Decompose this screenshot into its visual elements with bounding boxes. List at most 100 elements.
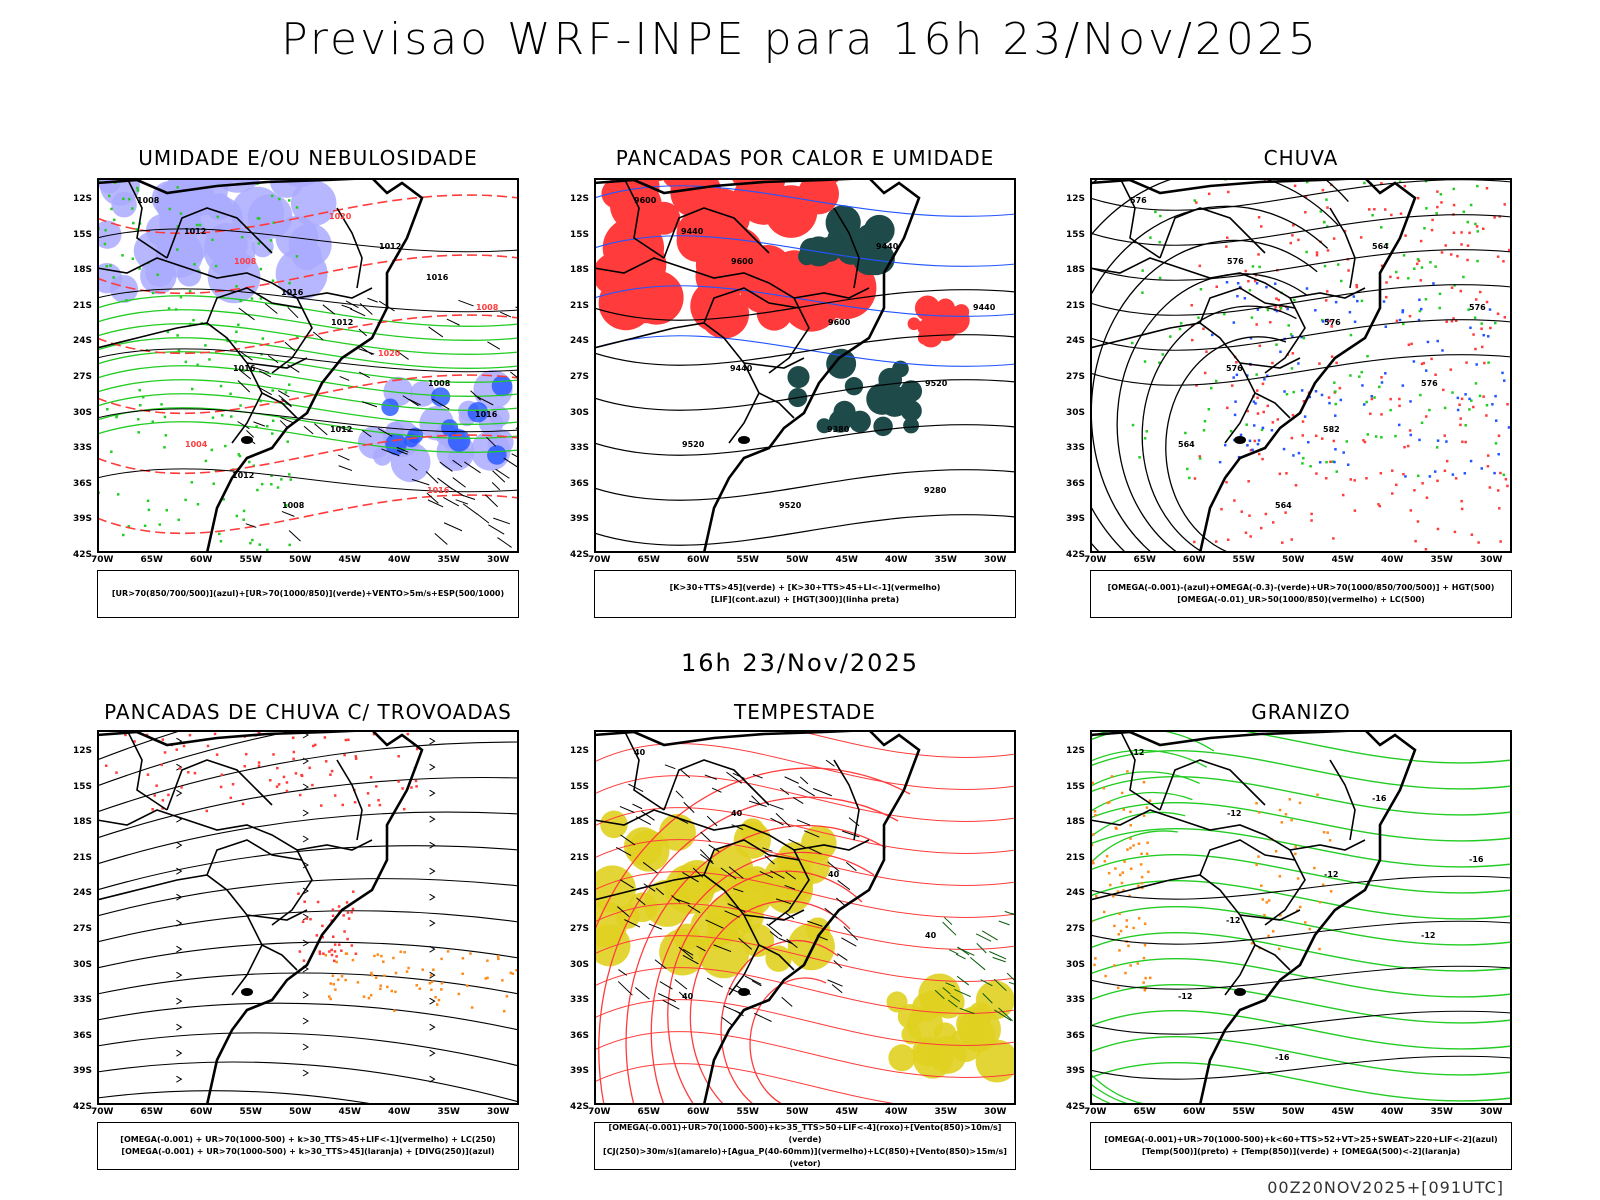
- rain-area: [1480, 322, 1483, 325]
- rain-area: [1297, 238, 1300, 242]
- legend-line: [Temp(500)](preto) + [Temp(850)](verde) …: [1141, 1147, 1461, 1156]
- rain-area: [1293, 184, 1297, 188]
- humidity-low-level-spot: [270, 474, 273, 477]
- rain-area: [1449, 253, 1453, 256]
- rain-area: [1314, 389, 1318, 393]
- rain-area: [1380, 381, 1384, 384]
- humidity-low-level-spot: [151, 291, 155, 295]
- rain-area: [1482, 333, 1485, 337]
- lon-tick-label: 65W: [140, 555, 163, 565]
- wind-850-vector: [675, 790, 684, 799]
- rain-area: [1389, 408, 1392, 412]
- thickness-contour: [97, 194, 519, 235]
- omega-500-area: [1142, 814, 1146, 817]
- rain-area: [1501, 371, 1504, 375]
- lon-tick-label: 35W: [1430, 555, 1453, 565]
- wind-vector: [500, 311, 512, 318]
- rain-area: [1379, 471, 1383, 475]
- rain-area: [1430, 228, 1434, 232]
- omega-500-area: [1129, 964, 1132, 967]
- humidity-low-level-spot: [115, 415, 118, 419]
- rain-area: [1472, 333, 1475, 336]
- wind-850-vector: [798, 785, 815, 797]
- lat-tick-label: 21S: [73, 852, 93, 863]
- rain-area: [1303, 415, 1307, 418]
- storm-area: [345, 901, 349, 904]
- rain-area: [1304, 210, 1307, 214]
- rain-area: [1460, 243, 1463, 246]
- contour-label: 9440: [681, 227, 704, 236]
- lon-tick-label: 55W: [736, 555, 759, 565]
- rain-area: [1325, 460, 1328, 464]
- humidity-low-level-spot: [224, 444, 227, 448]
- rain-area: [1131, 423, 1135, 427]
- wind-850-vector: [835, 897, 846, 907]
- rain-area: [1310, 519, 1313, 522]
- wind-850-vector: [1004, 910, 1016, 916]
- storm-area: [328, 950, 331, 953]
- rain-area: [1360, 370, 1363, 374]
- map-frame: [1090, 730, 1512, 1105]
- rain-area: [1305, 287, 1309, 290]
- omega-500-area: [1127, 944, 1130, 948]
- humidity-low-level-spot: [278, 197, 281, 201]
- rain-area: [1494, 419, 1498, 422]
- convective-area: [515, 968, 518, 972]
- wind-850-vector: [945, 982, 956, 988]
- rain-area: [1456, 408, 1460, 412]
- omega-500-area: [1313, 866, 1316, 870]
- wind-850-vector: [643, 883, 656, 892]
- rain-area: [1438, 306, 1441, 310]
- rain-area: [1293, 298, 1296, 302]
- rain-area: [1474, 347, 1477, 351]
- lat-tick-label: 39S: [1066, 514, 1086, 525]
- wind-850-vector: [770, 870, 785, 879]
- rain-area: [1248, 439, 1252, 443]
- lon-tick-label: 60W: [1183, 1107, 1206, 1117]
- omega-500-area: [1094, 813, 1097, 817]
- rain-area: [1349, 374, 1352, 377]
- omega-500-area: [1267, 934, 1270, 938]
- rain-area: [1373, 396, 1376, 399]
- storm-area: [277, 783, 281, 786]
- map-chuva: 576 576 576 576 564 564 564 576 576 582: [1090, 178, 1512, 553]
- thickness-contour: [97, 314, 519, 355]
- humidity-low-level-spot: [260, 482, 264, 486]
- contour-label: -16: [1372, 794, 1387, 803]
- wind-vector: [464, 461, 481, 474]
- rain-area: [1158, 276, 1162, 280]
- humidity-low-level-spot: [190, 387, 194, 391]
- temperature-500-contour: [1090, 1055, 1512, 1080]
- rain-area: [1440, 201, 1443, 204]
- map-canvas-umidade: 1008100810121008100410081012100810161012…: [97, 178, 519, 553]
- rain-area: [1450, 286, 1454, 289]
- lon-tick-label: 55W: [239, 1107, 262, 1117]
- rain-area: [1469, 203, 1473, 207]
- temperature-850-contour: [1090, 811, 1186, 1105]
- rain-area: [1223, 443, 1227, 447]
- rain-area: [1179, 322, 1183, 325]
- rain-area: [1389, 397, 1392, 401]
- wind-vector: [338, 465, 353, 472]
- instability-area: [900, 400, 922, 422]
- contour-label: 1012: [232, 471, 254, 480]
- humidity-low-level-spot: [188, 322, 192, 326]
- storm-area: [415, 747, 419, 751]
- rain-area: [1378, 385, 1381, 389]
- lon-tick-label: 55W: [736, 1107, 759, 1117]
- precipitable-water-contour: [594, 767, 911, 934]
- streamline-arrow: [302, 991, 309, 999]
- rain-area: [1266, 374, 1269, 378]
- omega-500-area: [1142, 981, 1145, 984]
- humidity-low-level-spot: [251, 538, 254, 542]
- humidity-low-level-spot: [113, 218, 116, 222]
- wind-vector: [267, 355, 279, 364]
- convective-area: [374, 976, 378, 979]
- omega-500-area: [1146, 841, 1149, 845]
- wind-vector: [434, 533, 448, 545]
- rain-area: [1406, 444, 1410, 448]
- rain-area: [1238, 285, 1242, 289]
- jet-core-area: [888, 1044, 916, 1072]
- contour-label: 1008: [476, 303, 499, 312]
